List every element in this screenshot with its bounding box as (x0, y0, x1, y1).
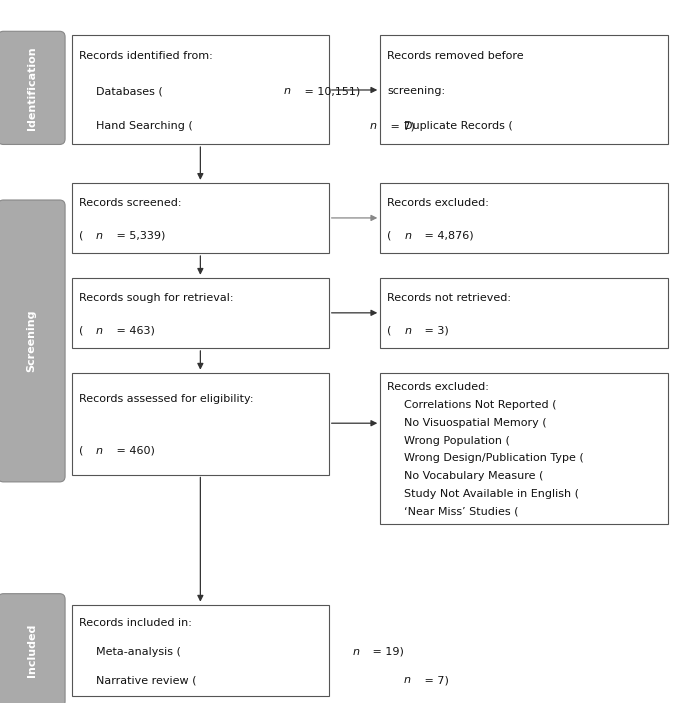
Text: ‘Near Miss’ Studies (: ‘Near Miss’ Studies ( (404, 507, 519, 517)
Text: No Visuospatial Memory (: No Visuospatial Memory ( (404, 418, 547, 428)
Text: n: n (403, 676, 410, 685)
Text: = 4,876): = 4,876) (421, 231, 474, 241)
Text: = 7): = 7) (421, 676, 449, 685)
FancyBboxPatch shape (380, 278, 668, 348)
Text: n: n (284, 86, 291, 96)
Text: Records not retrieved:: Records not retrieved: (387, 292, 511, 303)
Text: Screening: Screening (27, 310, 36, 372)
Text: (: ( (387, 231, 391, 241)
FancyBboxPatch shape (380, 35, 668, 144)
Text: Wrong Design/Publication Type (: Wrong Design/Publication Type ( (404, 453, 584, 463)
Text: n: n (96, 231, 103, 241)
Text: n: n (96, 325, 103, 336)
Text: (: ( (79, 325, 83, 336)
FancyBboxPatch shape (72, 278, 329, 348)
Text: Study Not Available in English (: Study Not Available in English ( (404, 489, 579, 499)
Text: = 463): = 463) (113, 325, 155, 336)
Text: = 5,339): = 5,339) (113, 231, 165, 241)
Text: screening:: screening: (387, 86, 445, 96)
Text: Records excluded:: Records excluded: (387, 198, 489, 208)
FancyBboxPatch shape (72, 35, 329, 144)
FancyBboxPatch shape (72, 183, 329, 253)
FancyBboxPatch shape (380, 183, 668, 253)
Text: Wrong Population (: Wrong Population ( (404, 436, 510, 446)
Text: Included: Included (27, 624, 36, 677)
FancyBboxPatch shape (0, 593, 65, 703)
Text: = 7): = 7) (386, 121, 414, 131)
Text: Records screened:: Records screened: (79, 198, 182, 208)
Text: n: n (404, 231, 411, 241)
Text: Duplicate Records (: Duplicate Records ( (404, 121, 513, 131)
FancyBboxPatch shape (72, 373, 329, 475)
FancyBboxPatch shape (72, 605, 329, 696)
Text: Hand Searching (: Hand Searching ( (96, 121, 192, 131)
Text: n: n (369, 121, 377, 131)
Text: = 460): = 460) (113, 446, 155, 456)
Text: n: n (404, 325, 411, 336)
Text: Databases (: Databases ( (96, 86, 162, 96)
Text: = 10,151): = 10,151) (301, 86, 360, 96)
Text: n: n (96, 446, 103, 456)
Text: = 3): = 3) (421, 325, 449, 336)
Text: Records assessed for eligibility:: Records assessed for eligibility: (79, 394, 253, 404)
FancyBboxPatch shape (0, 31, 65, 144)
Text: Records identified from:: Records identified from: (79, 51, 212, 61)
Text: n: n (352, 647, 360, 657)
Text: Meta-analysis (: Meta-analysis ( (96, 647, 181, 657)
Text: No Vocabulary Measure (: No Vocabulary Measure ( (404, 471, 543, 482)
Text: Correlations Not Reported (: Correlations Not Reported ( (404, 400, 557, 410)
Text: Records sough for retrieval:: Records sough for retrieval: (79, 292, 234, 303)
Text: (: ( (79, 446, 83, 456)
Text: Identification: Identification (27, 46, 36, 129)
FancyBboxPatch shape (380, 373, 668, 524)
Text: (: ( (79, 231, 83, 241)
Text: Records included in:: Records included in: (79, 618, 192, 628)
Text: (: ( (387, 325, 391, 336)
Text: Narrative review (: Narrative review ( (96, 676, 197, 685)
Text: = 19): = 19) (369, 647, 404, 657)
Text: Records removed before: Records removed before (387, 51, 523, 61)
Text: Records excluded:: Records excluded: (387, 382, 489, 392)
FancyBboxPatch shape (0, 200, 65, 482)
